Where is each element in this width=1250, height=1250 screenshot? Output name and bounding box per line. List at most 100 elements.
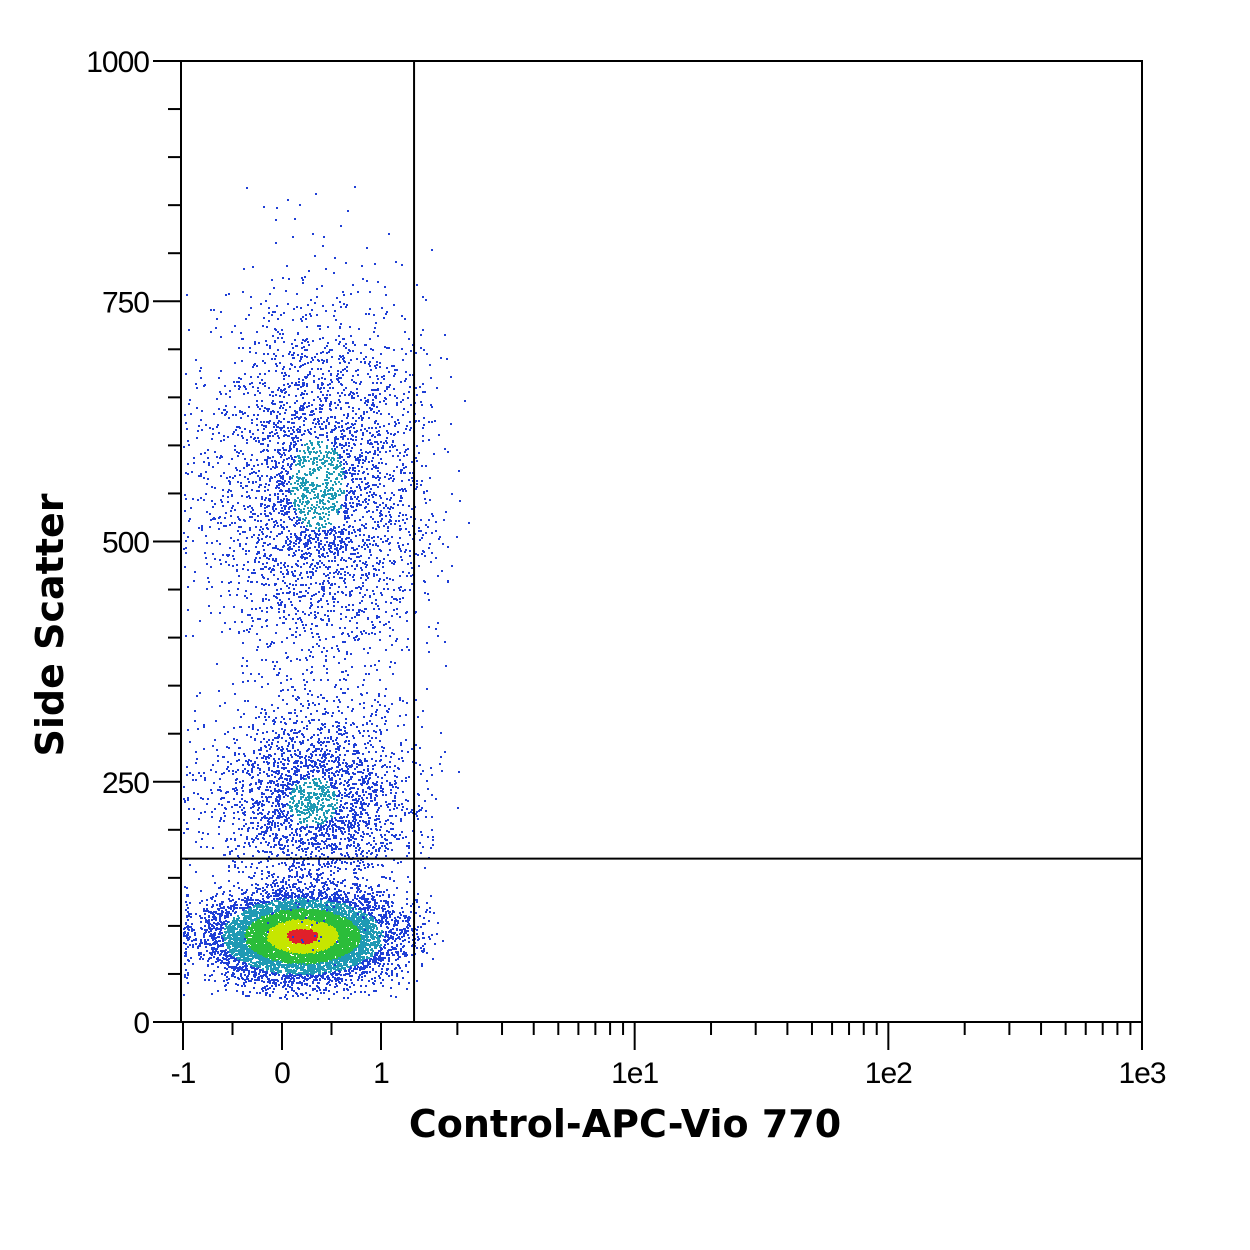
event-dot (250, 930, 252, 932)
event-dot (230, 914, 232, 916)
event-dot (417, 926, 419, 928)
event-dot (213, 922, 215, 924)
event-dot (437, 922, 439, 924)
event-dot (250, 964, 252, 966)
event-dot (215, 895, 217, 897)
event-dot (278, 984, 280, 986)
event-dot (186, 977, 188, 979)
event-dot (253, 875, 255, 877)
event-dot (212, 943, 214, 945)
event-dot (218, 940, 220, 942)
event-dot (416, 901, 418, 903)
event-dot (285, 898, 287, 900)
event-dot (329, 979, 331, 981)
event-dot (368, 994, 370, 996)
event-dot (262, 961, 264, 963)
event-dot (305, 992, 307, 994)
event-dot (260, 901, 262, 903)
event-dot (185, 969, 187, 971)
event-dot (390, 937, 392, 939)
event-dot (251, 894, 253, 896)
event-dot (331, 894, 333, 896)
event-dot (336, 891, 338, 893)
event-dot (301, 900, 303, 902)
event-dot (306, 974, 308, 976)
event-dot (305, 970, 307, 972)
event-dot (219, 903, 221, 905)
event-dot (187, 946, 189, 948)
event-dot (391, 913, 393, 915)
event-dot (380, 973, 382, 975)
event-dot (362, 908, 364, 910)
event-dot (187, 974, 189, 976)
event-dot (286, 906, 288, 908)
event-dot (380, 900, 382, 902)
event-dot (339, 901, 341, 903)
event-dot (345, 901, 347, 903)
event-dot (370, 919, 372, 921)
event-dot (371, 978, 373, 980)
event-dot (344, 983, 346, 985)
event-dot (217, 913, 219, 915)
event-dot (376, 908, 378, 910)
event-dot (304, 978, 306, 980)
event-dot (264, 889, 266, 891)
event-dot (383, 946, 385, 948)
event-dot (212, 925, 214, 927)
event-dot (224, 974, 226, 976)
event-dot (270, 884, 272, 886)
event-dot (232, 972, 234, 974)
event-dot (272, 979, 274, 981)
event-dot (316, 906, 318, 908)
event-dot (280, 997, 282, 999)
event-dot (400, 943, 402, 945)
event-dot (245, 904, 247, 906)
event-dot (367, 948, 369, 950)
event-dot (345, 911, 347, 913)
event-dot (345, 979, 347, 981)
event-dot (387, 902, 389, 904)
event-dot (200, 921, 202, 923)
event-dot (187, 959, 189, 961)
event-dot (325, 989, 327, 991)
event-dot (222, 940, 224, 942)
event-dot (269, 982, 271, 984)
event-dot (361, 979, 363, 981)
event-dot (239, 952, 241, 954)
event-dot (214, 980, 216, 982)
event-dot (201, 917, 203, 919)
event-dot (400, 948, 402, 950)
event-dot (359, 974, 361, 976)
event-dot (416, 947, 418, 949)
event-dot (208, 919, 210, 921)
event-dot (387, 950, 389, 952)
event-dot (200, 956, 202, 958)
event-dot (381, 916, 383, 918)
event-dot (199, 943, 201, 945)
event-dot (338, 973, 340, 975)
event-dot (372, 906, 374, 908)
event-dot (301, 984, 303, 986)
event-dot (291, 876, 293, 878)
event-dot (426, 952, 428, 954)
event-dot (206, 904, 208, 906)
event-dot (238, 898, 240, 900)
event-dot (352, 921, 354, 923)
event-dot (376, 934, 378, 936)
event-dot (229, 935, 231, 937)
event-dot (189, 936, 191, 938)
event-dot (382, 985, 384, 987)
event-dot (266, 992, 268, 994)
event-dot (395, 996, 397, 998)
event-dot (378, 905, 380, 907)
event-dot (248, 980, 250, 982)
event-dot (411, 945, 413, 947)
event-dot (378, 891, 380, 893)
event-dot (323, 989, 325, 991)
event-dot (402, 940, 404, 942)
event-dot (277, 889, 279, 891)
event-dot (352, 959, 354, 961)
event-dot (369, 966, 371, 968)
event-dot (400, 950, 402, 952)
